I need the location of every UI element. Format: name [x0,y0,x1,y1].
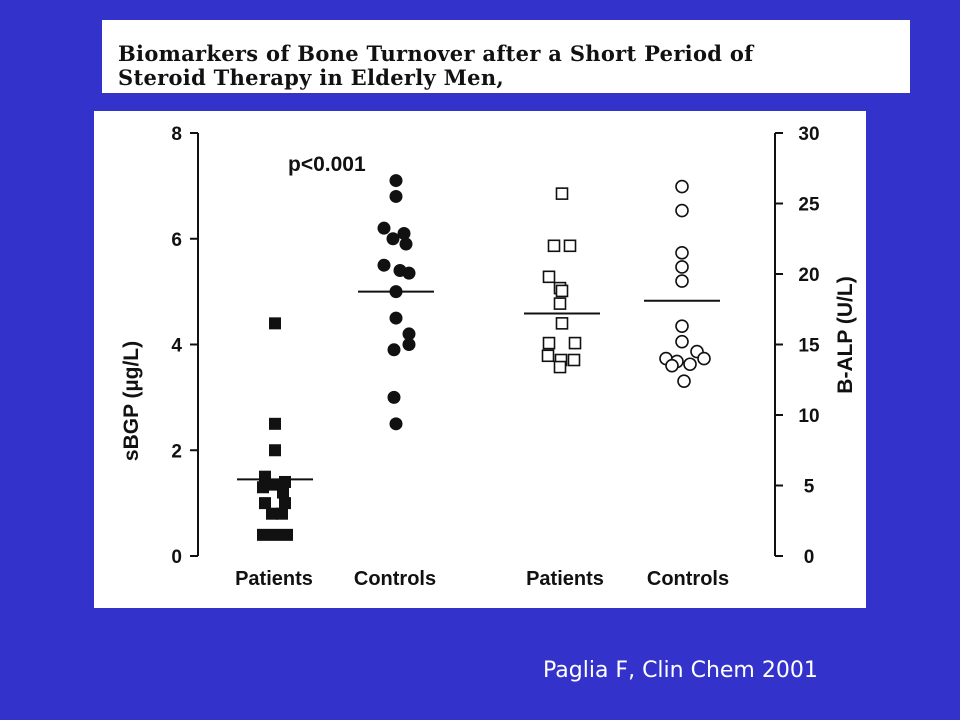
citation: Paglia F, Clin Chem 2001 [543,658,818,683]
x-category-label: Patients [235,568,313,590]
data-point-filled-circle [389,417,403,431]
data-point-open-circle [683,357,697,372]
data-point-filled-circle [389,174,403,188]
data-point-open-square [555,284,569,298]
right-tick-label: 5 [804,477,815,498]
data-point-open-square [547,239,561,253]
data-point-filled-square [257,528,269,541]
data-point-open-circle [665,358,679,373]
data-point-open-square [542,270,556,284]
data-point-filled-circle [387,390,401,404]
data-point-filled-circle [377,221,391,235]
data-point-open-circle [675,203,689,218]
data-point-filled-square [279,497,291,510]
data-point-filled-circle [386,232,400,246]
data-point-open-circle [675,246,689,260]
data-point-filled-square [259,497,271,510]
scatter-chart: 0 2 4 6 8 0 5 10 15 20 25 30 Patients Controls Patient… [120,124,857,590]
title-banner: Biomarkers of Bone Turnover after a Shor… [102,20,910,93]
data-point-filled-square [269,317,281,330]
right-tick-label: 10 [798,406,819,427]
left-tick-label: 2 [171,441,182,462]
data-point-open-circle [677,374,691,388]
data-point-filled-square [281,528,293,541]
data-point-open-square [553,360,567,374]
data-point-filled-square [269,417,281,430]
left-tick-label: 8 [171,124,182,145]
data-point-open-square [567,353,581,367]
left-tick-label: 6 [171,230,182,251]
right-tick-label: 30 [798,124,819,145]
data-point-filled-circle [399,237,413,251]
data-point-filled-square [266,507,278,520]
title-line-1: Biomarkers of Bone Turnover after a Shor… [118,41,754,66]
data-point-open-circle [675,179,689,194]
x-category-label: Controls [354,568,436,590]
data-point-filled-circle [402,338,416,351]
data-point-filled-circle [402,327,416,341]
title-line-2: Steroid Therapy in Elderly Men, [118,65,505,90]
data-point-filled-square [257,481,269,494]
data-point-open-square [568,336,582,350]
data-point-open-square [563,239,577,253]
y-axis-label-left: sBGP (µg/L) [120,341,143,461]
x-category-label: Patients [526,568,604,590]
data-point-filled-square [269,444,281,457]
data-point-open-square [553,297,567,310]
data-point-open-square [542,336,556,350]
data-point-open-circle [675,260,689,274]
data-point-open-circle [675,274,689,288]
data-point-filled-circle [402,266,416,280]
data-point-filled-circle [377,258,391,272]
data-point-open-circle [675,334,689,349]
data-point-filled-circle [387,343,401,357]
chart-axes: 0 2 4 6 8 0 5 10 15 20 25 30 Patients Controls Patient… [171,124,820,590]
data-point-filled-square [276,507,288,520]
data-point-open-square [541,349,555,363]
p-value-annotation: p<0.001 [288,153,366,176]
chart-marks [237,174,720,541]
left-tick-label: 0 [171,547,182,568]
data-point-filled-square [277,486,289,499]
data-point-open-square [555,317,569,330]
left-tick-label: 4 [171,336,182,357]
right-tick-label: 15 [798,336,820,357]
data-point-filled-square [269,528,281,541]
chart-panel: 0 2 4 6 8 0 5 10 15 20 25 30 Patients Controls Patient… [94,111,866,608]
data-point-filled-circle [389,311,403,325]
x-category-label: Controls [647,568,729,590]
right-tick-label: 0 [804,547,815,568]
data-point-open-circle [675,319,689,333]
right-tick-label: 20 [798,265,819,286]
right-tick-label: 25 [798,195,820,216]
data-point-open-circle [697,351,711,366]
data-point-open-square [555,187,569,200]
data-point-filled-circle [397,226,411,240]
data-point-filled-circle [389,189,403,203]
y-axis-label-right: B-ALP (U/L) [834,276,857,393]
